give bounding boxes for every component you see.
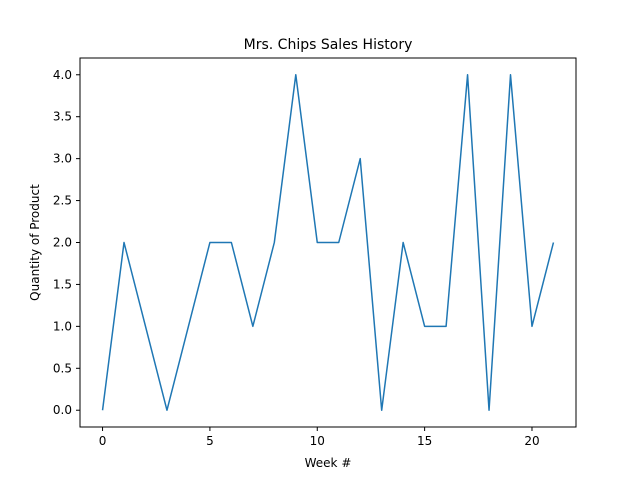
y-tick-label: 3.5 xyxy=(53,110,72,124)
x-axis-ticks: 0 5 10 15 20 xyxy=(99,427,540,448)
x-tick-label: 10 xyxy=(310,434,325,448)
y-axis-ticks: 0.0 0.5 1.0 1.5 2.0 2.5 3.0 3.5 4.0 xyxy=(53,68,80,417)
y-tick-label: 0.0 xyxy=(53,403,72,417)
y-tick-label: 1.0 xyxy=(53,319,72,333)
series-layer xyxy=(101,74,555,411)
y-tick-label: 2.5 xyxy=(53,194,72,208)
y-axis-label: Quantity of Product xyxy=(28,184,42,301)
y-tick-label: 3.0 xyxy=(53,152,72,166)
x-tick-label: 5 xyxy=(206,434,214,448)
plot-frame xyxy=(79,57,577,428)
x-axis-label: Week # xyxy=(305,456,352,470)
y-tick-label: 4.0 xyxy=(53,68,72,82)
series-line xyxy=(101,74,555,411)
x-tick-label: 15 xyxy=(417,434,432,448)
x-tick-label: 0 xyxy=(99,434,107,448)
chart-title: Mrs. Chips Sales History xyxy=(244,37,413,53)
y-tick-label: 0.5 xyxy=(53,361,72,375)
y-tick-label: 1.5 xyxy=(53,277,72,291)
x-tick-label: 20 xyxy=(524,434,539,448)
y-tick-label: 2.0 xyxy=(53,236,72,250)
